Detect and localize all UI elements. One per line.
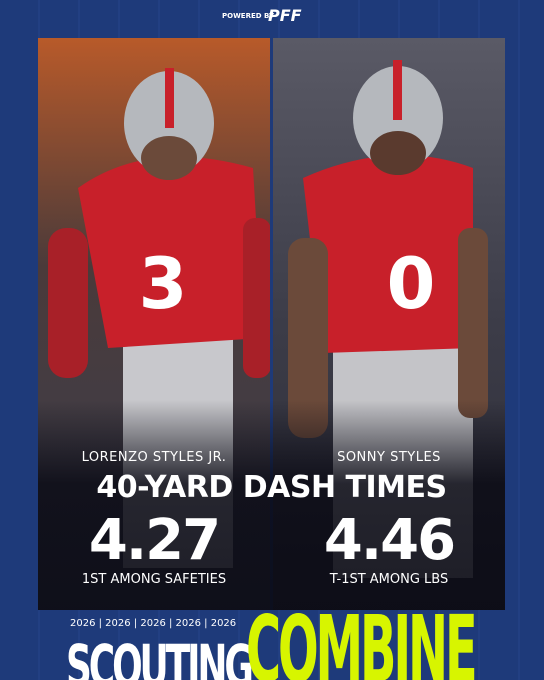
text-shade <box>38 400 505 610</box>
headline: 40-YARD DASH TIMES <box>96 470 447 505</box>
dash-time: 4.27 <box>88 508 221 573</box>
rank: T-1ST AMONG LBS <box>329 572 449 587</box>
jersey-number: 0 <box>387 243 436 325</box>
player-name: SONNY STYLES <box>337 450 441 465</box>
jersey-number: 3 <box>139 243 188 325</box>
powered-by: POWERED BY <box>222 12 275 20</box>
rank: 1ST AMONG SAFETIES <box>81 572 227 587</box>
years: 2026 | 2026 | 2026 | 2026 | 2026 <box>70 618 237 629</box>
dash-time: 4.46 <box>323 508 456 573</box>
combine: COMBINE <box>246 596 478 680</box>
photo-right: 0 <box>273 38 505 610</box>
scouting: SCOUTING <box>66 632 254 680</box>
brand-logo: PFF <box>268 6 302 25</box>
player-name: LORENZO STYLES JR. <box>81 450 227 465</box>
